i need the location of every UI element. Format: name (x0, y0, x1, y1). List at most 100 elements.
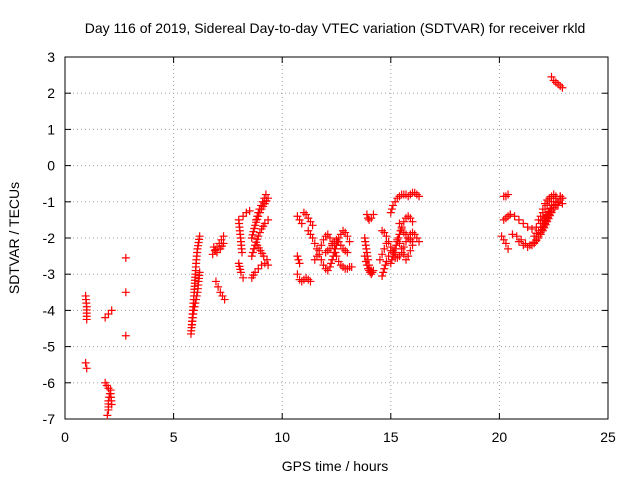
data-point (510, 212, 519, 221)
data-point (219, 239, 228, 248)
data-point (321, 248, 330, 257)
data-point (214, 282, 223, 291)
data-point (388, 201, 397, 210)
data-point (331, 248, 340, 257)
data-point (336, 261, 345, 270)
data-point (302, 210, 311, 219)
data-point (257, 201, 266, 210)
data-point (332, 252, 341, 261)
data-point (390, 248, 399, 257)
data-point (501, 192, 510, 201)
data-point (339, 226, 348, 235)
data-point (310, 255, 319, 264)
data-point (394, 234, 403, 242)
data-point (506, 210, 515, 219)
data-point (384, 237, 393, 246)
data-point (334, 257, 343, 266)
data-point (302, 273, 311, 282)
data-point (367, 266, 376, 275)
data-point (219, 232, 228, 241)
x-tick-label: 5 (170, 429, 178, 445)
y-tick-label: -4 (43, 302, 56, 318)
data-point (361, 257, 370, 266)
data-point (404, 252, 413, 261)
data-point (497, 232, 506, 241)
data-point (366, 268, 375, 277)
data-point (323, 246, 332, 255)
x-tick-label: 20 (492, 429, 508, 445)
data-point (304, 275, 313, 284)
data-point (410, 188, 419, 197)
data-point (247, 252, 256, 261)
data-point (308, 221, 317, 230)
data-point (310, 239, 319, 248)
data-point (519, 219, 528, 228)
data-point (523, 223, 532, 232)
data-point (504, 244, 513, 253)
data-point (393, 235, 402, 244)
data-point (381, 261, 390, 270)
data-point (404, 192, 413, 201)
data-point (499, 235, 508, 244)
data-point (410, 230, 419, 239)
data-point (397, 244, 406, 253)
data-point (299, 208, 308, 217)
data-point (501, 214, 510, 223)
data-point (304, 214, 313, 223)
data-point (512, 232, 521, 241)
data-point (106, 386, 115, 395)
data-point (216, 288, 225, 297)
data-point (534, 215, 543, 224)
data-point (402, 230, 411, 239)
data-point (412, 234, 421, 242)
data-point (404, 234, 413, 242)
data-point (399, 217, 408, 226)
y-tick-labels: -7 -6 -5 -4 -3 -2 -1 0 1 2 3 (43, 49, 56, 427)
data-point (297, 219, 306, 228)
data-point (332, 235, 341, 244)
data-point (523, 243, 532, 252)
data-point (254, 232, 263, 241)
data-point (103, 411, 112, 420)
data-point (541, 199, 550, 208)
data-point (380, 228, 389, 237)
data-point (220, 295, 229, 304)
data-point (295, 215, 304, 224)
data-point (545, 194, 554, 203)
x-axis-label: GPS time / hours (282, 458, 389, 474)
data-point (264, 215, 273, 224)
data-point (319, 235, 328, 244)
data-point (382, 257, 391, 266)
data-point (514, 237, 523, 246)
data-point (82, 364, 91, 373)
data-point (260, 194, 269, 203)
data-point (321, 232, 330, 241)
data-point (325, 262, 334, 271)
data-point (547, 192, 556, 201)
data-point (406, 246, 415, 255)
data-point (404, 212, 413, 221)
data-point (189, 310, 198, 319)
data-point (315, 246, 324, 255)
data-point (380, 264, 389, 273)
data-point (293, 212, 302, 221)
data-point (336, 230, 345, 239)
data-point (104, 396, 113, 405)
data-point (558, 83, 567, 92)
data-point (343, 264, 352, 273)
data-point (295, 259, 304, 268)
y-tick-label: -2 (43, 230, 56, 246)
data-point (375, 255, 384, 264)
y-tick-label: -1 (43, 194, 56, 210)
data-point (107, 306, 116, 315)
data-point (325, 234, 334, 242)
data-point (504, 190, 513, 199)
data-point (501, 239, 510, 248)
data-point (105, 389, 114, 398)
data-point (245, 206, 254, 215)
data-point (105, 393, 114, 402)
y-axis-label: SDTVAR / TECUs (6, 182, 22, 294)
data-point (399, 243, 408, 252)
data-point (293, 270, 302, 279)
